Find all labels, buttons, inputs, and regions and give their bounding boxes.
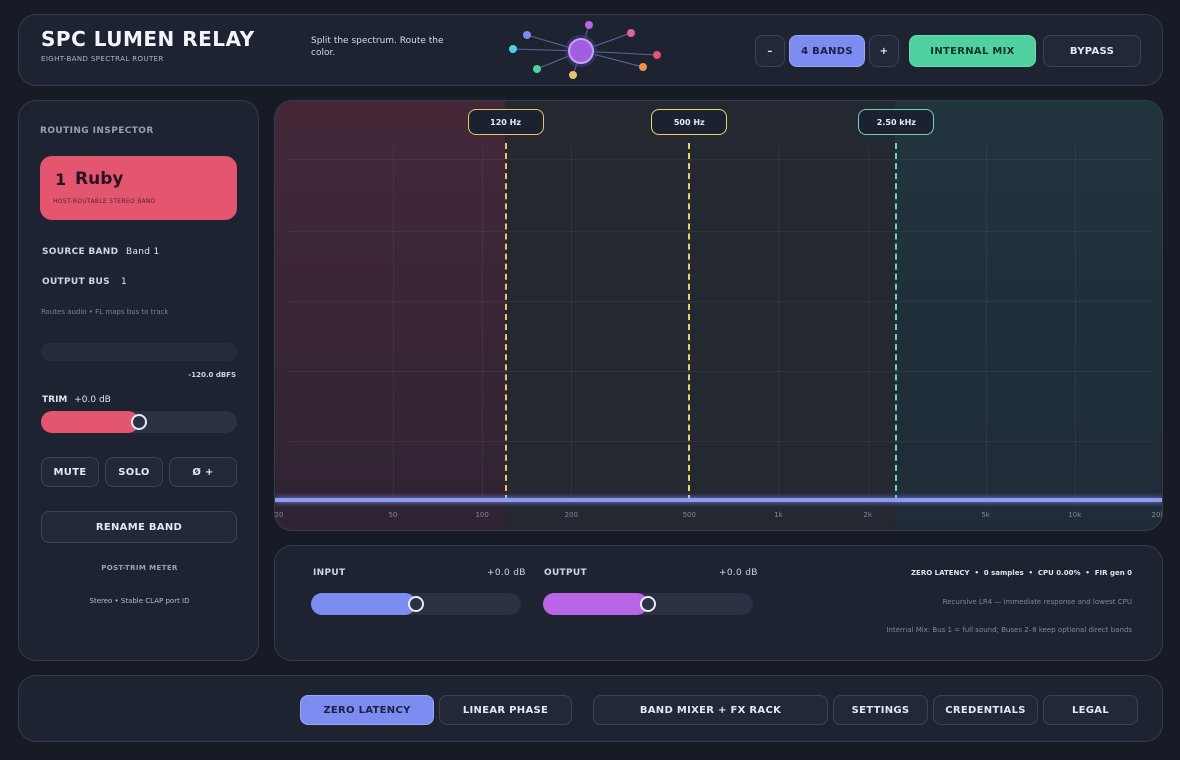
frequency-tick: 50 [388, 511, 398, 519]
frequency-tick: 20 [274, 511, 284, 519]
settings-button[interactable]: SETTINGS [833, 695, 928, 725]
source-band-value[interactable]: Band 1 [126, 247, 160, 257]
frequency-tick: 100 [475, 511, 489, 519]
band-mixer-fx-rack-button[interactable]: BAND MIXER + FX RACK [593, 695, 828, 725]
crossover-line[interactable] [895, 143, 898, 501]
tagline: Split the spectrum. Route the color. [311, 36, 444, 58]
frequency-tick: 20k [1151, 511, 1162, 519]
trim-slider-knob[interactable] [131, 414, 147, 430]
solo-button[interactable]: SOLO [105, 457, 163, 487]
mix-note: Internal Mix: Bus 1 = full sound; Buses … [886, 626, 1132, 634]
selected-band-card[interactable]: 1 Ruby HOST-ROUTABLE STEREO BAND [40, 156, 237, 220]
input-value: +0.0 dB [487, 568, 526, 578]
trim-value: +0.0 dB [74, 395, 111, 405]
band-number: 1 [55, 170, 67, 189]
frequency-tick: 10k [1068, 511, 1082, 519]
grid-line [289, 231, 1152, 232]
crossover-frequency-label[interactable]: 2.50 kHz [858, 109, 935, 135]
crossover-line[interactable] [688, 143, 691, 501]
zero-latency-button[interactable]: ZERO LATENCY [300, 695, 434, 725]
app-title: SPC LUMEN RELAY [41, 27, 255, 51]
phase-button[interactable]: Ø + [169, 457, 237, 487]
band-region-4 [895, 101, 1162, 530]
input-slider-knob[interactable] [408, 596, 424, 612]
crossover-frequency-label[interactable]: 120 Hz [467, 109, 544, 135]
band-name: Ruby [75, 169, 124, 189]
trim-slider[interactable] [41, 411, 237, 433]
output-label: OUTPUT [544, 568, 587, 578]
band-region-3 [688, 101, 895, 530]
band-decrease-button[interactable]: – [755, 35, 785, 67]
input-slider-fill [311, 593, 416, 615]
spectrum-baseline [275, 498, 1162, 502]
inspector-heading: ROUTING INSPECTOR [40, 126, 154, 136]
credentials-button[interactable]: CREDENTIALS [933, 695, 1038, 725]
grid-line [571, 145, 573, 501]
band-region-1 [275, 101, 505, 530]
grid-line [778, 145, 780, 501]
grid-line [867, 145, 869, 501]
post-trim-meter-label: POST-TRIM METER [101, 564, 178, 572]
output-slider-knob[interactable] [640, 596, 656, 612]
output-bus-value[interactable]: 1 [121, 277, 128, 287]
routing-note: Routes audio • FL maps bus to track [41, 308, 169, 316]
frequency-tick: 500 [682, 511, 696, 519]
grid-line [482, 145, 484, 501]
rename-band-button[interactable]: RENAME BAND [41, 511, 237, 543]
band-region-2 [505, 101, 688, 530]
trim-label-text: TRIM [42, 395, 68, 405]
footer-bar: ZERO LATENCY LINEAR PHASE BAND MIXER + F… [18, 675, 1163, 742]
legal-button[interactable]: LEGAL [1043, 695, 1138, 725]
output-slider-fill [543, 593, 648, 615]
grid-line [985, 145, 987, 501]
grid-line [392, 145, 394, 501]
grid-line [289, 159, 1152, 160]
grid-line [1074, 145, 1076, 501]
frequency-tick: 200 [564, 511, 579, 519]
internal-mix-button[interactable]: INTERNAL MIX [909, 35, 1036, 67]
app-subtitle: EIGHT-BAND SPECTRAL ROUTER [41, 55, 164, 63]
band-increase-button[interactable]: + [869, 35, 899, 67]
frequency-tick: 2k [863, 511, 872, 519]
mode-note: Recursive LR4 — immediate response and l… [942, 598, 1132, 606]
output-value: +0.0 dB [719, 568, 758, 578]
frequency-tick: 5k [981, 511, 990, 519]
spectrum-display[interactable]: 120 Hz 500 Hz 2.50 kHz 20 50 100 200 500 1k 2k 5k… [274, 100, 1163, 531]
frequency-tick: 1k [774, 511, 783, 519]
grid-line [289, 301, 1152, 302]
inspector-footer: Stereo • Stable CLAP port ID [89, 597, 190, 605]
grid-line [289, 371, 1152, 372]
source-band-label: SOURCE BAND [42, 247, 119, 257]
trim-slider-fill [41, 411, 139, 433]
input-label: INPUT [313, 568, 346, 578]
routing-inspector-panel: ROUTING INSPECTOR 1 Ruby HOST-ROUTABLE S… [18, 100, 259, 661]
io-panel: INPUT +0.0 dB OUTPUT +0.0 dB ZERO LATENC… [274, 545, 1163, 661]
output-slider[interactable] [543, 593, 753, 615]
logo-constellation [509, 21, 661, 79]
level-meter [41, 343, 237, 361]
mute-button[interactable]: MUTE [41, 457, 99, 487]
band-description: HOST-ROUTABLE STEREO BAND [53, 198, 156, 205]
bypass-button[interactable]: BYPASS [1043, 35, 1141, 67]
band-count-button[interactable]: 4 BANDS [789, 35, 865, 67]
crossover-line[interactable] [504, 143, 507, 501]
linear-phase-button[interactable]: LINEAR PHASE [439, 695, 572, 725]
grid-line [289, 441, 1152, 442]
input-slider[interactable] [311, 593, 521, 615]
level-readout: -120.0 dBFS [188, 371, 236, 379]
header-bar: SPC LUMEN RELAY EIGHT-BAND SPECTRAL ROUT… [18, 14, 1163, 86]
crossover-frequency-label[interactable]: 500 Hz [651, 109, 728, 135]
status-line: ZERO LATENCY • 0 samples • CPU 0.00% • F… [910, 569, 1132, 577]
trim-label: TRIM +0.0 dB [42, 395, 111, 405]
output-bus-label: OUTPUT BUS [42, 277, 110, 287]
